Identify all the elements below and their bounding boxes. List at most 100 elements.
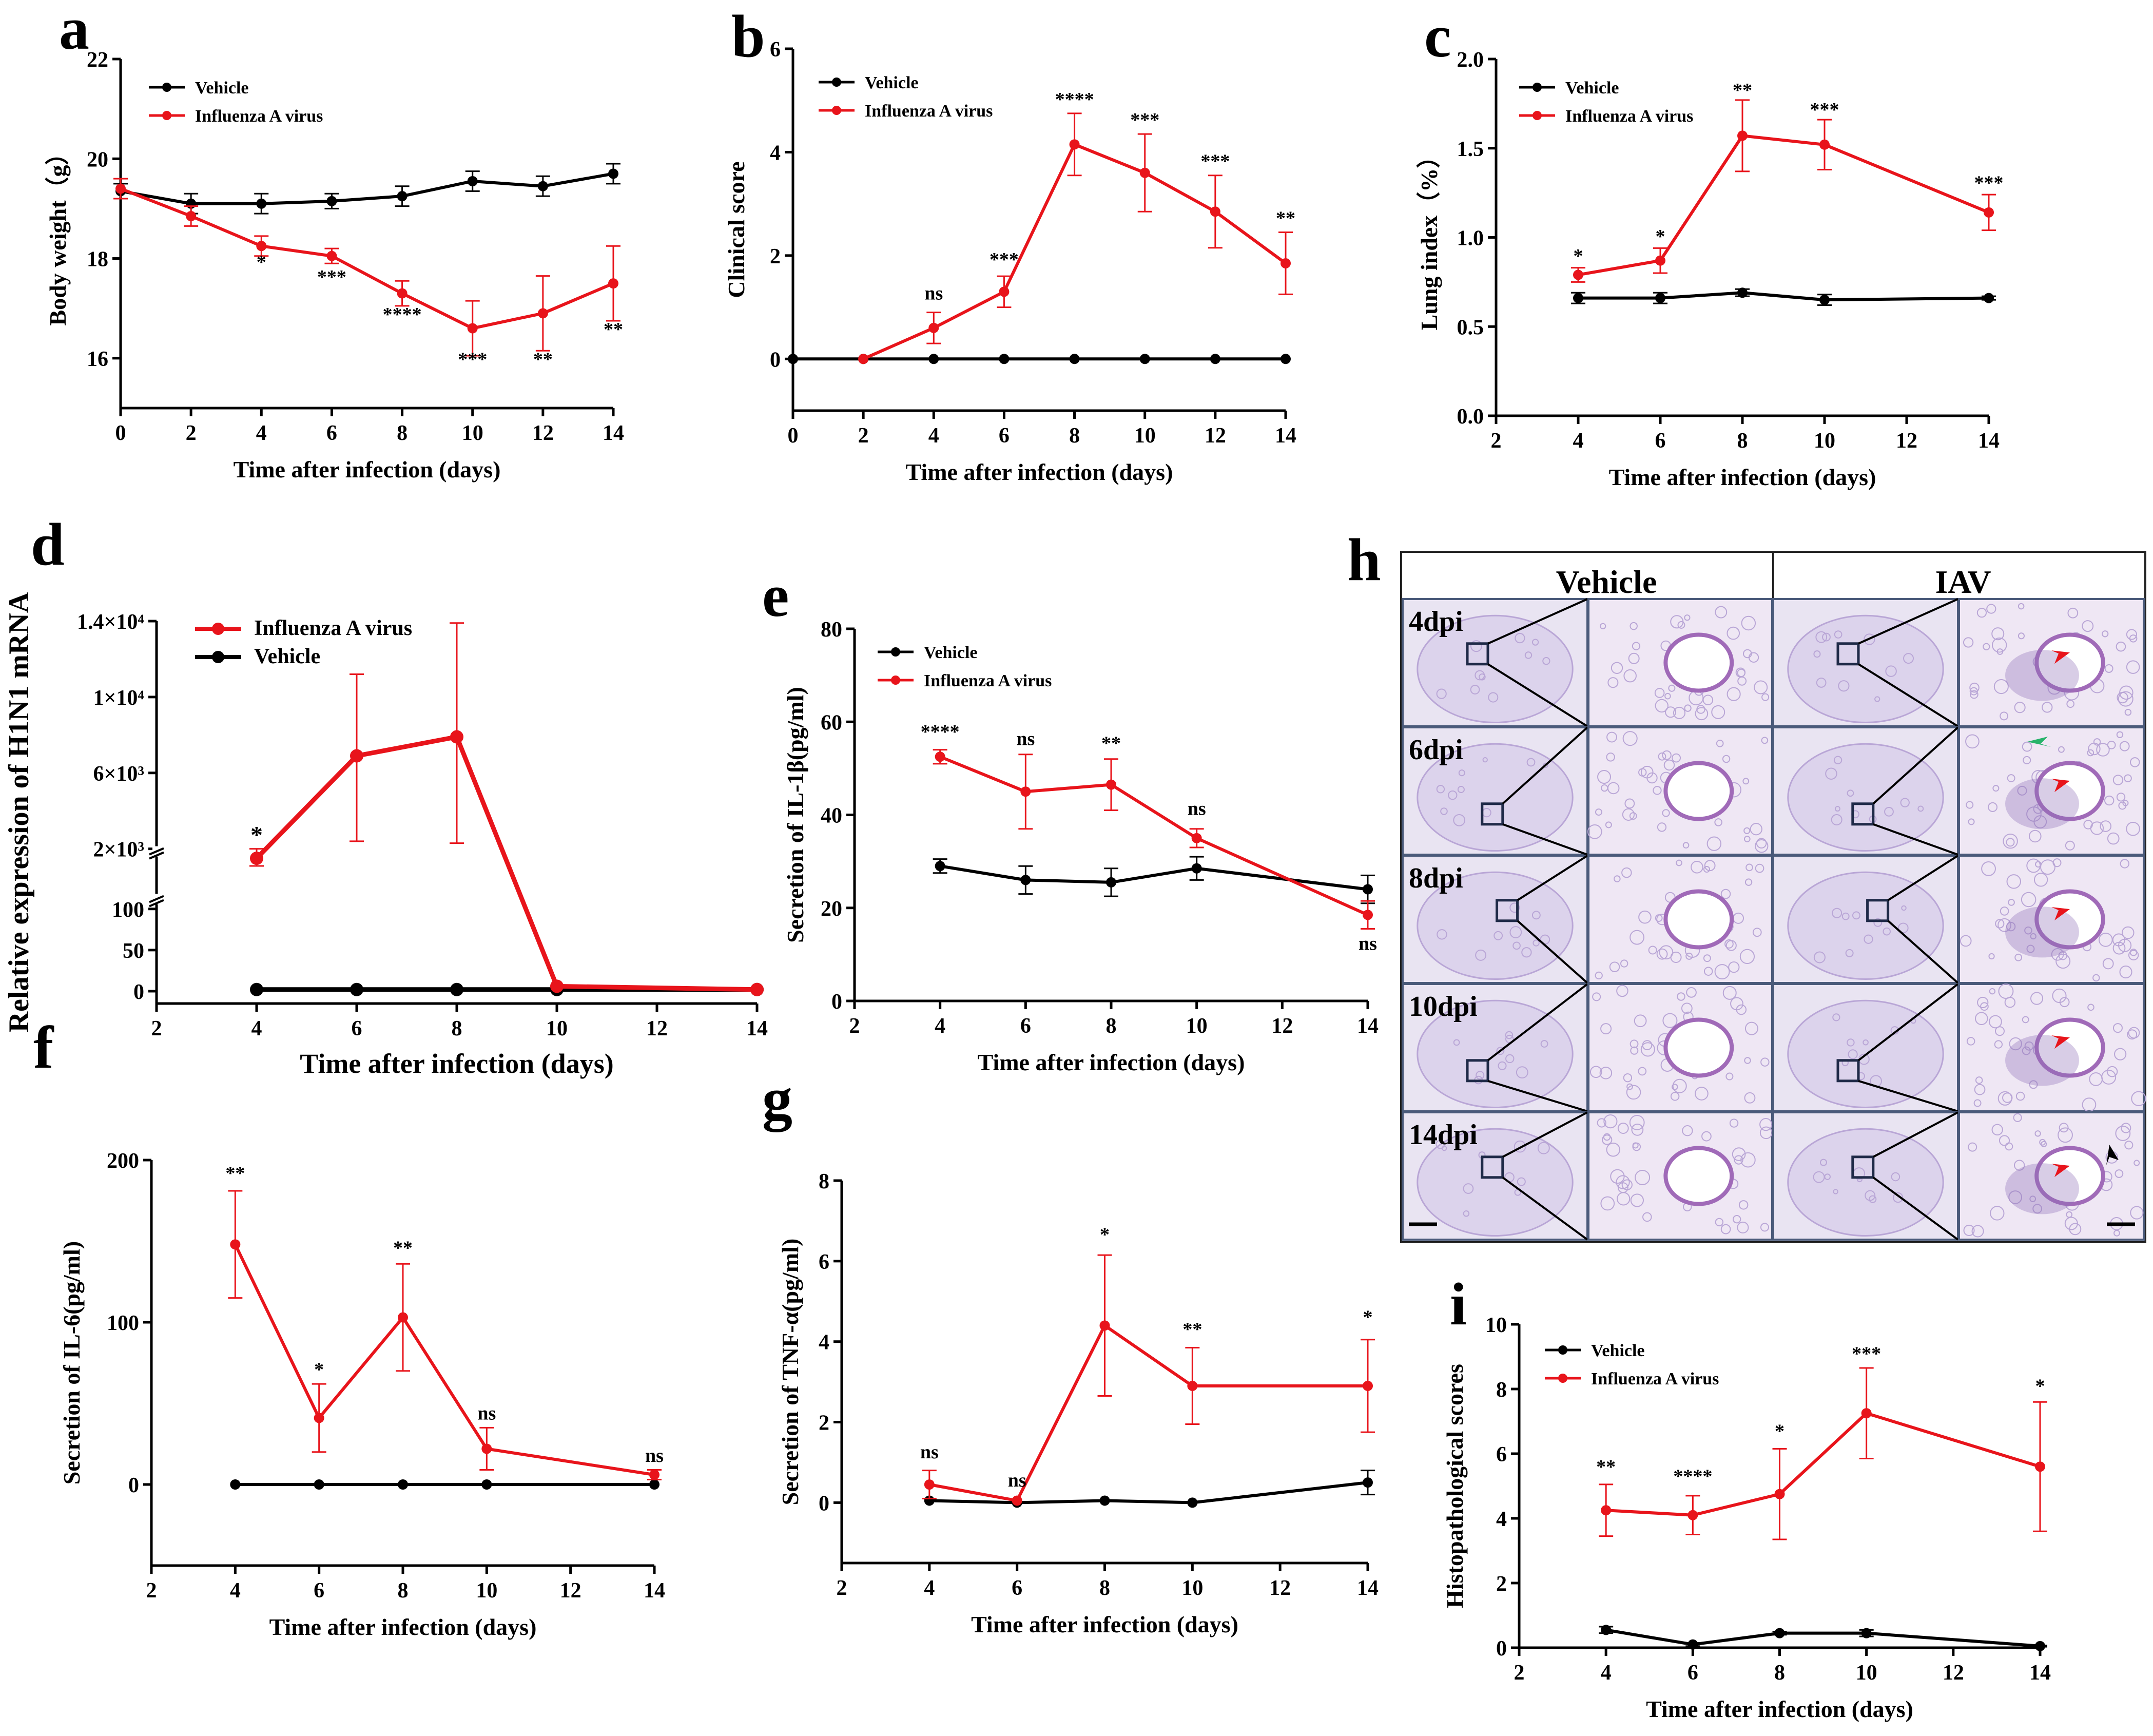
histology-row-label: 14dpi	[1409, 1119, 1478, 1151]
alveolus	[2121, 1123, 2131, 1133]
airway	[1479, 673, 1486, 681]
data-point	[1688, 1510, 1698, 1520]
legend: Vehicle Influenza A virus	[149, 79, 323, 126]
zoom-connector	[1487, 663, 1588, 727]
significance-label: ***	[458, 349, 487, 370]
zoom-connector	[1872, 726, 1959, 805]
legend-swatch-dot	[162, 83, 171, 92]
significance-label: ns	[477, 1403, 496, 1424]
airway	[1436, 785, 1445, 794]
zoom-box	[1851, 802, 1875, 826]
airway	[1885, 665, 1897, 677]
airway	[1865, 1190, 1876, 1201]
x-tick-label: 10	[1181, 1576, 1203, 1600]
significance-label: *	[314, 1359, 324, 1380]
alveolus	[2127, 1029, 2138, 1040]
data-point	[1187, 1497, 1198, 1508]
significance-label: **	[1733, 80, 1752, 101]
x-tick-label: 10	[546, 1017, 568, 1040]
legend-swatch-dot	[891, 676, 900, 685]
x-tick-label: 6	[1688, 1661, 1698, 1685]
alveolus	[1648, 946, 1657, 955]
panel-letters: a b c d e f g h i	[31, 0, 1467, 1338]
zoom-connector	[1887, 920, 1959, 984]
legend-label: Vehicle	[1565, 79, 1619, 98]
x-tick-label: 8	[1737, 429, 1748, 453]
data-point	[1106, 779, 1116, 790]
y-tick-label: 4	[819, 1331, 829, 1355]
alveolus	[1980, 1002, 1989, 1011]
data-point	[314, 1413, 324, 1423]
significance-label: ****	[921, 721, 960, 743]
histology-cell	[1772, 598, 1959, 727]
alveolus	[1676, 859, 1682, 866]
alveolus	[1638, 910, 1652, 924]
alveolus	[2022, 1016, 2029, 1024]
alveolus	[2024, 1041, 2034, 1051]
y-tick-label: 1.4×10⁴	[77, 610, 144, 634]
alveolus	[1630, 1193, 1644, 1207]
alveolus	[2118, 938, 2132, 952]
y-tick-label: 0.0	[1457, 405, 1484, 429]
y-axis-title: Secretion of IL-1β(pg/ml)	[782, 687, 808, 943]
x-tick-label: 6	[999, 424, 1010, 448]
alveolus	[1711, 705, 1725, 719]
alveolus	[2065, 840, 2075, 851]
x-tick-label: 12	[532, 421, 554, 445]
alveolus	[2118, 691, 2133, 707]
histology-cell	[1587, 855, 1773, 984]
airway	[1437, 929, 1447, 940]
alveolus	[1724, 939, 1734, 949]
alveolus	[1616, 985, 1628, 997]
data-point	[1984, 293, 1994, 303]
data-point	[1737, 287, 1748, 298]
alveolus	[1996, 648, 2004, 655]
y-tick-label: 80	[821, 618, 842, 642]
x-axis-title: Time after infection (days)	[234, 456, 501, 483]
alveolus	[1728, 961, 1740, 973]
data-point	[1819, 295, 1830, 305]
x-tick-label: 0	[788, 424, 799, 448]
series-influenza-a-virus	[228, 1190, 662, 1481]
data-point	[608, 168, 618, 179]
alveolus	[2030, 992, 2044, 1005]
x-tick-label: 10	[1856, 1661, 1877, 1685]
alveolus	[1755, 839, 1769, 853]
alveolus	[1595, 808, 1602, 816]
alveolus	[1970, 690, 1979, 699]
alveolus	[1620, 959, 1628, 968]
data-point	[256, 198, 267, 209]
data-point	[398, 1479, 408, 1490]
legend-swatch-dot	[891, 647, 900, 657]
x-tick-label: 2	[151, 1017, 162, 1040]
alveolus	[1681, 1002, 1693, 1014]
significance-label: *	[1363, 1306, 1373, 1328]
significance-label: *	[1574, 245, 1583, 267]
data-point	[1737, 130, 1748, 141]
alveolus	[1744, 878, 1753, 886]
alveolus	[2034, 1130, 2041, 1137]
alveolus	[1975, 1012, 1988, 1025]
alveolus	[1968, 818, 1975, 825]
alveolus	[2018, 603, 2025, 610]
axis-break-mark	[149, 851, 164, 860]
significance-label: ***	[317, 266, 346, 288]
bronchiole	[1663, 889, 1734, 950]
zoom-connector	[1873, 823, 1958, 856]
significance-label: *	[1100, 1224, 1110, 1246]
panel-letter-b: b	[731, 3, 765, 70]
alveolus	[1670, 951, 1682, 963]
histology-grid: 4dpi 6dpi 8dpi 10dpi 14dpi	[1402, 598, 2146, 1241]
alveolus	[1981, 861, 1996, 876]
data-point	[924, 1479, 935, 1490]
data-point	[250, 982, 263, 996]
y-tick-label: 6×10³	[93, 762, 144, 786]
x-tick-label: 4	[256, 421, 267, 445]
panel-letter-h: h	[1347, 526, 1381, 593]
y-axis-title: Relative expression of H1N1 mRNA	[3, 592, 35, 1032]
airway	[1493, 931, 1503, 940]
x-tick-label: 12	[1896, 429, 1917, 453]
x-tick-label: 2	[849, 1014, 860, 1038]
alveolus	[1616, 1175, 1630, 1189]
alveolus	[2106, 1066, 2118, 1077]
